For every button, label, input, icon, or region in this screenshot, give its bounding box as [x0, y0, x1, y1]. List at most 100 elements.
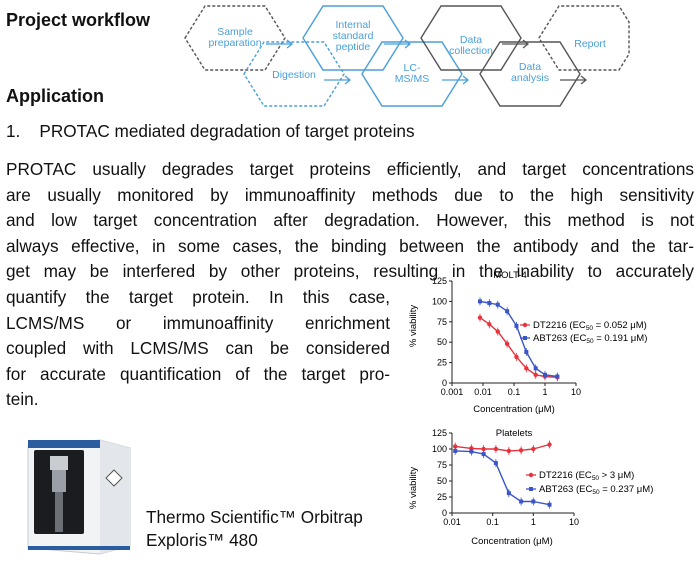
legend-marker-abt263 — [523, 336, 527, 340]
arrow-icon — [560, 75, 588, 85]
data-point — [493, 446, 499, 452]
x-tick-label: 0.1 — [508, 387, 521, 397]
x-tick-label: 0.01 — [443, 517, 461, 527]
y-tick-label: 50 — [437, 337, 447, 347]
x-tick-label: 0.01 — [474, 387, 492, 397]
caption-line: Exploris™ 480 — [146, 530, 258, 550]
legend-marker-dt2216 — [522, 322, 528, 328]
para-line: tein. — [6, 389, 39, 409]
paragraph-full: PROTAC usually degrades target proteins … — [6, 157, 694, 285]
arrow-icon — [324, 75, 352, 85]
data-point — [519, 499, 524, 504]
x-tick-label: 1 — [542, 387, 547, 397]
data-point — [487, 322, 492, 327]
chart-platelets: Platelets % viability Concentration (μM)… — [408, 428, 653, 547]
legend-dt2216: DT2216 (EC50 > 3 μM) — [539, 470, 634, 482]
data-point — [495, 329, 500, 334]
y-tick-label: 25 — [437, 492, 447, 502]
data-point — [524, 366, 529, 371]
data-point — [487, 301, 492, 306]
step-label: analysis — [511, 72, 549, 84]
x-tick-label: 1 — [531, 517, 536, 527]
step-hex-report — [538, 5, 630, 71]
list-item-1: 1. PROTAC mediated degradation of target… — [6, 121, 415, 141]
chart-molt4: MOLT-4 % viability Concentration (μM) 0 2… — [408, 270, 647, 415]
instrument-caption: Thermo Scientific™ Orbitrap Exploris™ 48… — [146, 506, 363, 552]
step-label: Data — [519, 61, 541, 73]
step-hex-internal-standard — [302, 5, 404, 71]
step-label: standard — [333, 30, 374, 42]
paragraph-left: quantify the target protein. In this cas… — [6, 285, 390, 413]
para-line: quantify the target protein. In this cas… — [6, 287, 390, 307]
data-point — [477, 299, 482, 304]
arrow-icon — [442, 75, 470, 85]
legend-marker-dt2216 — [528, 472, 534, 478]
step-label: MS/MS — [395, 73, 429, 85]
data-point — [505, 309, 510, 314]
data-point — [495, 302, 500, 307]
workflow-diagram: Sample preparation Digestion Internal st… — [184, 5, 630, 107]
arrow-icon — [502, 39, 530, 49]
y-tick-label: 100 — [432, 444, 447, 454]
data-point — [533, 372, 538, 378]
step-hex-lcmsms — [361, 41, 463, 107]
para-line: and low target concentration after degra… — [6, 210, 694, 230]
data-point — [481, 452, 486, 457]
y-axis-label: % viability — [408, 467, 419, 509]
step-hex-data-collection — [420, 5, 522, 71]
legend-abt263: ABT263 (EC50 = 0.237 μM) — [539, 484, 653, 496]
y-tick-label: 75 — [437, 317, 447, 327]
arrow-icon — [266, 39, 294, 49]
orbitrap-instrument-image — [27, 439, 131, 555]
para-line: LCMS/MS or immunoaffinity enrichment — [6, 312, 390, 333]
y-tick-label: 125 — [432, 428, 447, 438]
step-label: LC- — [404, 62, 421, 74]
para-line: PROTAC usually degrades target proteins … — [6, 159, 694, 179]
legend-abt263: ABT263 (EC50 = 0.191 μM) — [533, 333, 647, 345]
data-point — [514, 354, 519, 360]
data-point — [504, 341, 510, 347]
para-line: get may be interfered by other proteins,… — [6, 261, 694, 281]
data-point — [506, 448, 512, 454]
para-line: for accurate quantification of the targe… — [6, 363, 390, 384]
step-label: peptide — [336, 41, 371, 53]
x-axis-label: Concentration (μM) — [471, 536, 553, 547]
data-point — [531, 446, 536, 452]
data-point — [477, 315, 483, 320]
data-point — [493, 461, 498, 466]
step-label: Sample — [217, 26, 253, 38]
y-tick-label: 25 — [437, 358, 447, 368]
data-point — [481, 446, 486, 452]
data-point — [524, 349, 529, 354]
x-tick-label: 10 — [571, 387, 581, 397]
x-tick-label: 0.001 — [441, 387, 464, 397]
para-line: are usually monitored by immunoaffinity … — [6, 184, 694, 205]
data-point — [469, 449, 474, 454]
data-point — [547, 442, 552, 447]
arrow-icon — [384, 39, 412, 49]
chart-title: Platelets — [496, 428, 533, 439]
data-point — [543, 372, 547, 377]
step-label: Internal — [335, 19, 370, 31]
step-label: Report — [574, 38, 606, 50]
caption-line: Thermo Scientific™ Orbitrap — [146, 507, 363, 527]
data-point — [533, 366, 538, 371]
legend-marker-abt263 — [529, 487, 533, 491]
y-tick-label: 0 — [442, 378, 447, 388]
x-axis-label: Concentration (μM) — [473, 404, 555, 415]
y-tick-label: 125 — [432, 276, 447, 286]
step-label: Digestion — [272, 69, 316, 81]
application-heading: Application — [6, 86, 104, 106]
y-tick-label: 0 — [442, 508, 447, 518]
legend-dt2216: DT2216 (EC50 = 0.052 μM) — [533, 320, 647, 332]
y-tick-label: 50 — [437, 476, 447, 486]
step-hex-sample-preparation — [184, 5, 286, 71]
data-point — [531, 499, 536, 504]
y-tick-label: 75 — [437, 460, 447, 470]
x-tick-label: 10 — [569, 517, 579, 527]
data-point — [506, 491, 511, 496]
para-line: always effective, in some cases, the bin… — [6, 235, 694, 256]
chart-title: MOLT-4 — [493, 270, 527, 281]
step-label: collection — [449, 45, 493, 57]
step-hex-data-analysis — [479, 41, 581, 107]
